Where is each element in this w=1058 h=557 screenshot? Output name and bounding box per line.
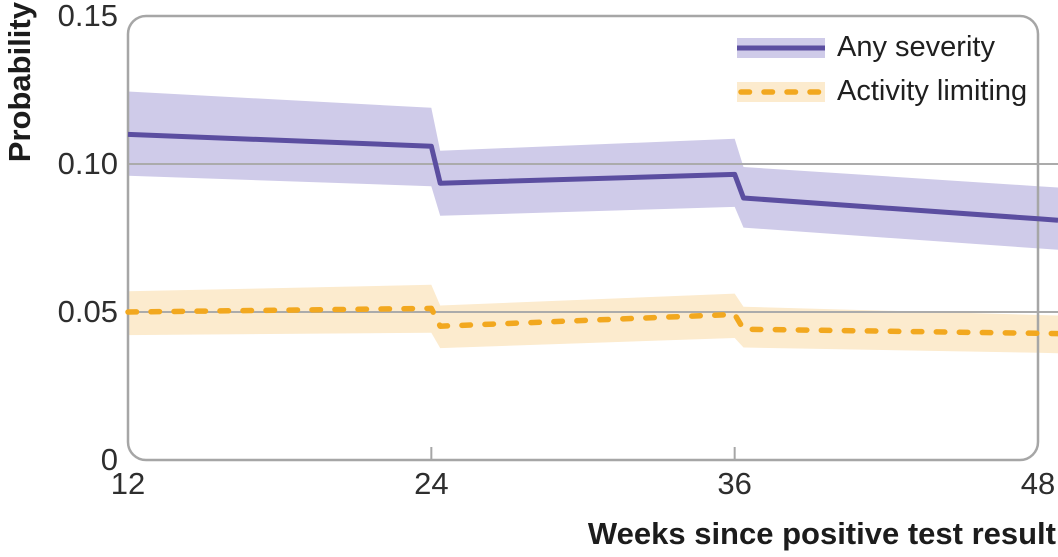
plot-border bbox=[126, 14, 1040, 462]
legend: Any severity Activity limiting bbox=[737, 27, 1027, 112]
y-tick-label-0.15: 0.15 bbox=[57, 0, 118, 33]
x-tick-label-48: 48 bbox=[1020, 466, 1056, 501]
legend-item-any-severity: Any severity bbox=[737, 27, 1027, 68]
activity-limiting-confidence-band bbox=[128, 284, 1058, 354]
legend-label-activity-limiting: Activity limiting bbox=[837, 75, 1028, 107]
any-severity-line bbox=[127, 131, 1058, 223]
legend-label-any-severity: Any severity bbox=[837, 31, 995, 63]
activity-limiting-line bbox=[125, 305, 1058, 337]
any-severity-confidence-band bbox=[128, 91, 1058, 250]
y-tick-label-0.10: 0.10 bbox=[57, 146, 118, 181]
y-tick-label-0: 0 bbox=[100, 442, 118, 477]
x-tick-label-12: 12 bbox=[110, 466, 146, 501]
x-tick-label-24: 24 bbox=[414, 466, 449, 501]
y-tick-label-0.05: 0.05 bbox=[57, 294, 118, 329]
solid-line-swatch-icon bbox=[737, 37, 825, 58]
dashed-line-swatch-icon bbox=[737, 81, 825, 102]
x-tick-label-36: 36 bbox=[717, 466, 752, 501]
x-axis-title: Weeks since positive test result bbox=[587, 516, 1056, 551]
legend-item-activity-limiting: Activity limiting bbox=[737, 71, 1027, 112]
